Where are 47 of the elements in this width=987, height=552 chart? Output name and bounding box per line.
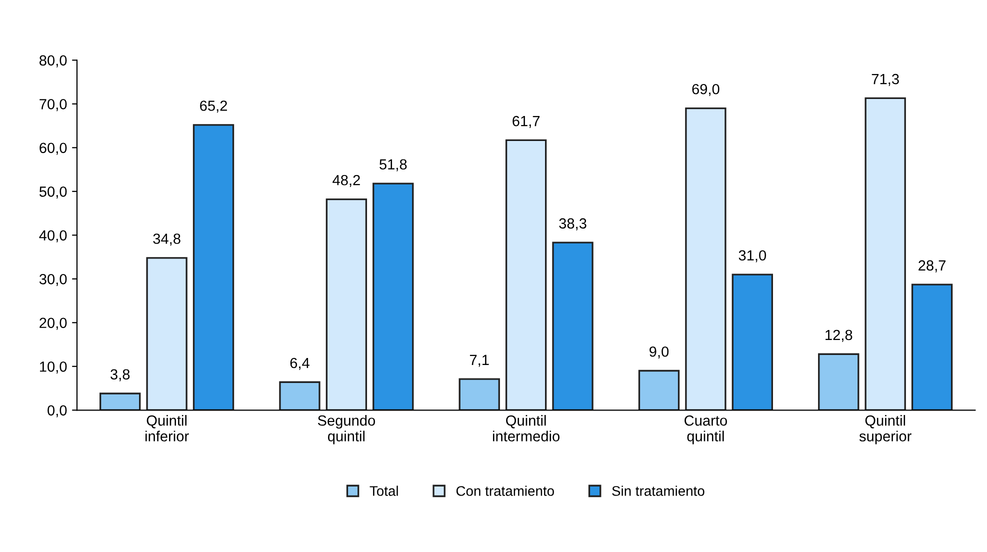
data-label: 48,2	[332, 174, 360, 188]
data-label: 71,3	[872, 74, 899, 86]
y-tick-label: 60,0	[40, 142, 67, 155]
data-label: 12,8	[826, 330, 852, 342]
data-label: 28,7	[918, 260, 946, 272]
data-label: 3,8	[110, 369, 130, 382]
data-label: 9,0	[650, 346, 669, 358]
data-label: 38,3	[559, 218, 586, 230]
bar	[818, 353, 860, 410]
bar	[638, 370, 680, 410]
data-label: 6,4	[290, 358, 310, 370]
data-label: 69,0	[692, 84, 720, 96]
x-tick-label: Quintil superior	[859, 414, 912, 444]
legend-label: Total	[370, 486, 398, 496]
y-tick-label: 40,0	[39, 230, 67, 242]
y-tick-label: 10,0	[40, 361, 67, 374]
y-tick-label: 0,0	[48, 405, 67, 418]
bar	[911, 284, 953, 410]
data-label: 34,8	[153, 234, 180, 246]
data-label: 61,7	[512, 116, 540, 128]
y-tick-label: 80,0	[40, 55, 67, 68]
legend-label: Sin tratamiento	[612, 486, 704, 496]
y-tick-label: 30,0	[39, 274, 67, 286]
bar	[192, 124, 234, 410]
data-label: 51,8	[380, 159, 407, 172]
bar	[100, 392, 141, 410]
bar	[552, 242, 594, 410]
bar	[864, 97, 906, 410]
bar	[146, 257, 188, 410]
y-tick-label: 70,0	[40, 99, 67, 112]
legend-label: Con tratamiento	[456, 486, 554, 496]
bar	[326, 198, 368, 410]
bar	[685, 107, 726, 410]
bar	[458, 378, 500, 410]
x-tick-label: Segundo quintil	[318, 414, 376, 444]
data-label: 7,1	[470, 354, 489, 367]
bar	[732, 274, 774, 410]
bar	[279, 381, 320, 410]
y-tick-label: 50,0	[39, 186, 67, 199]
bar	[372, 182, 414, 410]
x-tick-label: Quintil intermedio	[493, 414, 560, 442]
bar	[505, 139, 547, 410]
x-tick-label: Cuarto quintil	[684, 415, 727, 444]
y-tick-label: 20,0	[40, 318, 67, 330]
data-label: 65,2	[200, 100, 227, 113]
data-label: 31,0	[738, 250, 766, 262]
x-tick-label: Quintil inferior	[145, 414, 189, 442]
